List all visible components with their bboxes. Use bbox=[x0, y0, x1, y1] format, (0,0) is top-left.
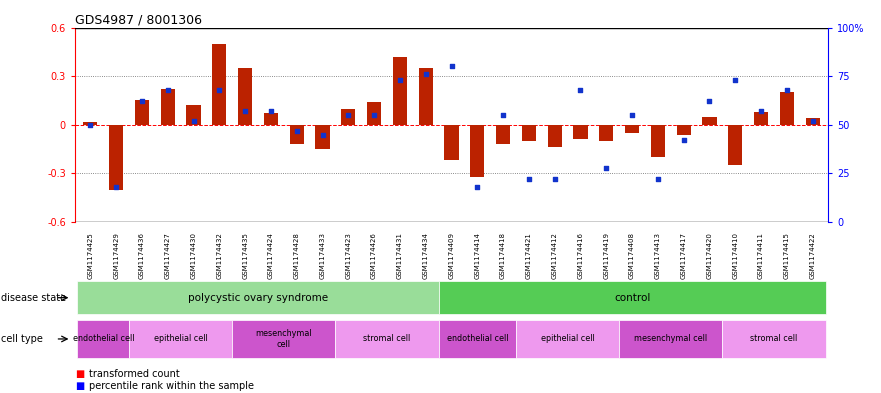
Bar bbox=[393, 57, 407, 125]
Text: disease state: disease state bbox=[1, 293, 66, 303]
Text: cell type: cell type bbox=[1, 334, 43, 344]
Text: epithelial cell: epithelial cell bbox=[154, 334, 208, 343]
Bar bbox=[651, 125, 665, 157]
Point bbox=[522, 176, 536, 182]
Text: stromal cell: stromal cell bbox=[363, 334, 411, 343]
Point bbox=[187, 118, 201, 124]
Point bbox=[367, 112, 381, 118]
Point bbox=[574, 86, 588, 93]
Bar bbox=[84, 121, 98, 125]
Bar bbox=[522, 125, 536, 141]
Bar bbox=[729, 125, 743, 165]
Text: GDS4987 / 8001306: GDS4987 / 8001306 bbox=[75, 13, 202, 26]
Bar bbox=[805, 118, 819, 125]
Bar bbox=[574, 125, 588, 140]
Text: polycystic ovary syndrome: polycystic ovary syndrome bbox=[188, 293, 328, 303]
Point bbox=[651, 176, 665, 182]
Bar bbox=[754, 112, 768, 125]
Bar bbox=[290, 125, 304, 144]
Point bbox=[109, 184, 123, 190]
Point bbox=[160, 86, 174, 93]
Point bbox=[444, 63, 458, 70]
Bar bbox=[418, 68, 433, 125]
Point bbox=[780, 86, 794, 93]
Text: epithelial cell: epithelial cell bbox=[541, 334, 595, 343]
Point bbox=[729, 77, 743, 83]
Text: ■: ■ bbox=[75, 381, 84, 391]
Text: transformed count: transformed count bbox=[89, 369, 180, 379]
Point bbox=[84, 122, 98, 128]
Text: mesenchymal
cell: mesenchymal cell bbox=[255, 329, 312, 349]
Point bbox=[264, 108, 278, 114]
Bar bbox=[263, 114, 278, 125]
Text: control: control bbox=[614, 293, 650, 303]
Text: ■: ■ bbox=[75, 369, 84, 379]
Bar bbox=[212, 44, 226, 125]
Point bbox=[341, 112, 355, 118]
Point bbox=[496, 112, 510, 118]
Point bbox=[393, 77, 407, 83]
Bar bbox=[160, 89, 174, 125]
Bar bbox=[548, 125, 562, 147]
Bar bbox=[444, 125, 459, 160]
Point bbox=[418, 71, 433, 77]
Bar bbox=[470, 125, 485, 177]
Bar bbox=[367, 102, 381, 125]
Bar bbox=[109, 125, 123, 189]
Bar bbox=[315, 125, 329, 149]
Point bbox=[754, 108, 768, 114]
Point bbox=[290, 127, 304, 134]
Text: endothelial cell: endothelial cell bbox=[72, 334, 134, 343]
Bar bbox=[599, 125, 613, 141]
Bar bbox=[496, 125, 510, 144]
Point bbox=[470, 184, 485, 190]
Bar bbox=[780, 92, 794, 125]
Text: stromal cell: stromal cell bbox=[751, 334, 797, 343]
Point bbox=[135, 98, 149, 105]
Text: endothelial cell: endothelial cell bbox=[447, 334, 508, 343]
Bar bbox=[702, 117, 716, 125]
Bar bbox=[187, 105, 201, 125]
Bar bbox=[135, 101, 149, 125]
Point bbox=[212, 86, 226, 93]
Point bbox=[805, 118, 819, 124]
Bar bbox=[677, 125, 691, 134]
Point bbox=[238, 108, 252, 114]
Point bbox=[677, 137, 691, 143]
Point bbox=[625, 112, 639, 118]
Point bbox=[315, 131, 329, 138]
Point bbox=[702, 98, 716, 105]
Text: mesenchymal cell: mesenchymal cell bbox=[634, 334, 707, 343]
Bar bbox=[625, 125, 640, 133]
Point bbox=[599, 164, 613, 171]
Bar bbox=[238, 68, 252, 125]
Bar bbox=[341, 108, 355, 125]
Point bbox=[548, 176, 562, 182]
Text: percentile rank within the sample: percentile rank within the sample bbox=[89, 381, 254, 391]
